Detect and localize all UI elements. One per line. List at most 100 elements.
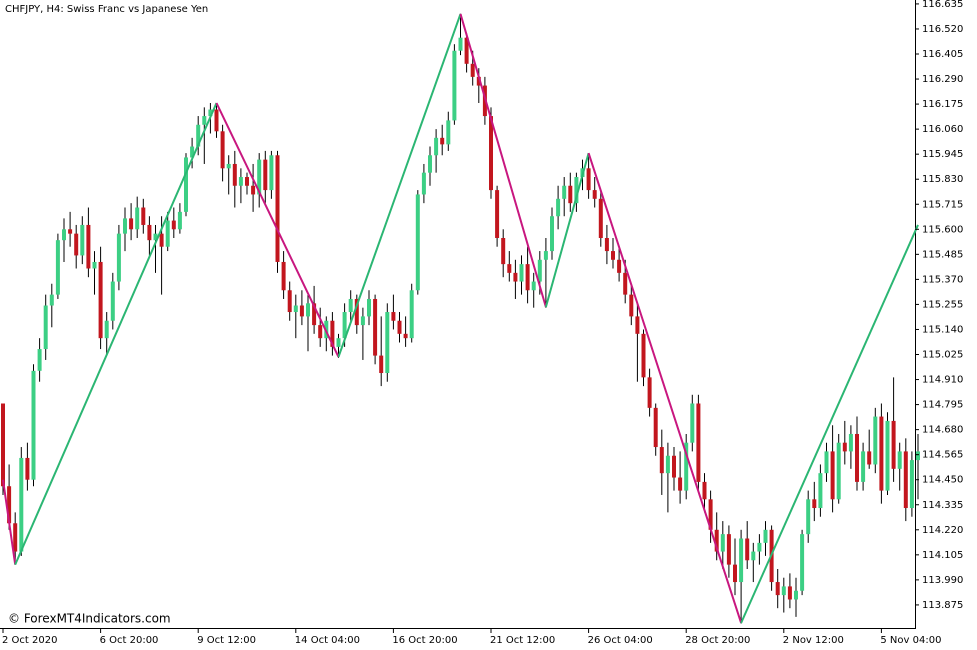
candle-body bbox=[787, 586, 792, 600]
candle-body bbox=[342, 312, 347, 339]
candle-body bbox=[360, 316, 365, 326]
watermark: © ForexMT4Indicators.com bbox=[8, 612, 171, 626]
candle-body bbox=[293, 305, 298, 313]
zigzag-segment bbox=[2, 479, 17, 565]
candle-body bbox=[757, 542, 762, 552]
candle-body bbox=[7, 486, 12, 524]
candle-body bbox=[299, 305, 304, 317]
candle-body bbox=[257, 159, 262, 195]
candle-body bbox=[43, 305, 48, 350]
candle-body bbox=[519, 264, 524, 282]
zigzag-segment bbox=[337, 13, 462, 358]
candle-body bbox=[806, 499, 811, 535]
y-tick-label: 113.875 bbox=[922, 600, 963, 611]
candle-body bbox=[885, 420, 890, 491]
candle-body bbox=[513, 272, 518, 282]
candle-body bbox=[171, 220, 176, 230]
candle-body bbox=[165, 220, 170, 247]
y-tick-label: 115.485 bbox=[922, 249, 963, 260]
candle-body bbox=[611, 251, 615, 260]
candle-body bbox=[80, 224, 85, 256]
candle-body bbox=[720, 534, 725, 552]
candle-body bbox=[489, 116, 493, 191]
y-tick-label: 116.405 bbox=[922, 49, 963, 60]
candle-body bbox=[446, 120, 451, 145]
y-tick-label: 113.990 bbox=[922, 575, 963, 586]
candle-body bbox=[714, 529, 719, 552]
y-tick-label: 115.600 bbox=[922, 224, 963, 235]
candle-body bbox=[202, 116, 207, 125]
y-tick-label: 115.140 bbox=[922, 324, 963, 335]
candle-body bbox=[245, 177, 249, 186]
candle-body bbox=[116, 233, 121, 282]
candle-body bbox=[281, 261, 286, 291]
candle-body bbox=[641, 333, 646, 378]
candle-body bbox=[220, 131, 225, 169]
candle-body bbox=[318, 325, 323, 339]
candle-body bbox=[909, 460, 914, 509]
candle-body bbox=[726, 534, 731, 565]
candle-body bbox=[775, 582, 780, 596]
zigzag-segment bbox=[215, 102, 340, 358]
candle-body bbox=[403, 333, 408, 339]
candle-body bbox=[873, 416, 878, 465]
y-tick-label: 114.795 bbox=[922, 400, 963, 411]
candle-body bbox=[800, 534, 805, 591]
candle-body bbox=[464, 37, 469, 64]
candle-body bbox=[68, 229, 73, 234]
candle-body bbox=[812, 499, 817, 509]
candle-body bbox=[287, 290, 292, 313]
candle-body bbox=[830, 451, 835, 500]
candle-body bbox=[659, 447, 664, 474]
candle-body bbox=[867, 451, 872, 465]
x-tick-label: 2 Nov 12:00 bbox=[783, 635, 844, 646]
x-tick-label: 26 Oct 04:00 bbox=[588, 635, 653, 646]
candle-body bbox=[415, 194, 420, 291]
candle-body bbox=[104, 320, 109, 339]
candle-body bbox=[19, 457, 24, 552]
candle-body bbox=[763, 529, 768, 543]
candle-body bbox=[37, 349, 42, 371]
candle-body bbox=[568, 185, 573, 204]
candle-body bbox=[574, 177, 579, 204]
candle-body bbox=[434, 137, 439, 156]
candle-body bbox=[98, 261, 103, 339]
candle-body bbox=[177, 211, 182, 230]
candle-body bbox=[129, 218, 134, 230]
y-tick-label: 115.255 bbox=[922, 299, 963, 310]
zigzag-segment bbox=[740, 224, 919, 624]
candle-body bbox=[598, 198, 603, 239]
candle-body bbox=[684, 442, 689, 491]
candle-body bbox=[543, 251, 548, 260]
candle-body bbox=[848, 433, 853, 452]
candle-body bbox=[916, 451, 920, 461]
candle-body bbox=[62, 229, 66, 241]
y-tick-label: 114.450 bbox=[922, 475, 963, 486]
candle-body bbox=[190, 146, 195, 158]
y-tick-label: 114.105 bbox=[922, 550, 963, 561]
candle-body bbox=[238, 177, 243, 186]
x-tick-label: 9 Oct 12:00 bbox=[197, 635, 256, 646]
candle-body bbox=[226, 163, 231, 169]
candle-body bbox=[373, 298, 378, 356]
candle-body bbox=[653, 407, 658, 448]
candle-body bbox=[153, 233, 158, 241]
x-tick-label: 5 Nov 04:00 bbox=[880, 635, 941, 646]
candle-body bbox=[665, 455, 670, 474]
candle-body bbox=[312, 303, 317, 326]
candle-body bbox=[110, 281, 115, 321]
candle-body bbox=[379, 355, 384, 374]
candle-body bbox=[74, 233, 79, 256]
candle-body bbox=[428, 155, 432, 173]
candle-body bbox=[306, 303, 310, 317]
candle-body bbox=[348, 298, 353, 313]
candle-body bbox=[385, 312, 390, 374]
candle-body bbox=[647, 377, 652, 408]
candle-body bbox=[214, 109, 219, 132]
candle-body bbox=[476, 76, 481, 86]
candle-body bbox=[604, 238, 609, 252]
candle-body bbox=[269, 155, 274, 191]
candle-body bbox=[367, 298, 371, 317]
